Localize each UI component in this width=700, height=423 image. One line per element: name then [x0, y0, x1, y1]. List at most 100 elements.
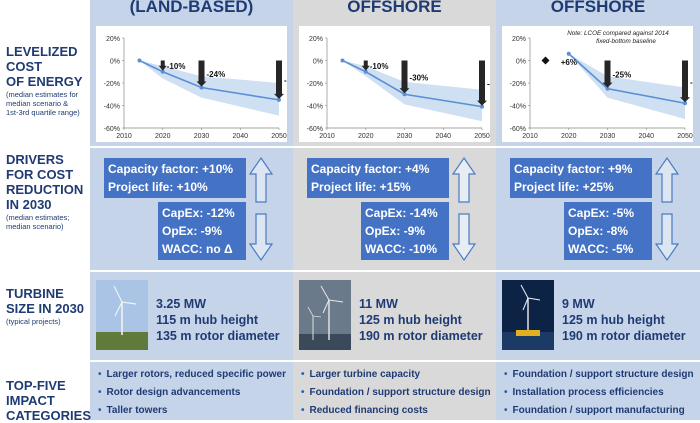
median-series-line: [342, 59, 483, 108]
drivers-bottom-box: CapEx: -5% OpEx: -8% WACC: -5%: [564, 202, 652, 260]
column-header-fixed-offshore: OFFSHORE: [347, 0, 442, 16]
driver-line: Capacity factor: +10%: [108, 162, 234, 176]
impact-list-fixed-offshore: • Larger turbine capacity • Foundation / s…: [301, 369, 491, 417]
bullet-icon: •: [504, 369, 508, 380]
row-title-line: TOP-FIVE: [6, 378, 66, 393]
x-tick-label: 2030: [397, 133, 413, 140]
lcoe-chart-land: 20% 0% -20% -40% -60% 2010 2020 2030 2040 2050 -10…: [96, 26, 287, 142]
drivers-top-box: Capacity factor: +10% Project life: +10%: [104, 158, 246, 198]
data-point: [566, 51, 571, 56]
bullet-icon: •: [301, 387, 305, 398]
column-header-land: (LAND-BASED): [129, 0, 254, 16]
reduction-arrow: [361, 60, 370, 71]
drivers-top-box: Capacity factor: +9% Project life: +25%: [510, 158, 652, 198]
y-tick-label: 20%: [106, 36, 120, 43]
lcoe-chart-svg: 20% 0% -20% -40% -60%2010 2020 2030 2040 2050 -10…: [104, 36, 287, 140]
reduction-arrow: [477, 60, 487, 106]
row-title-line: OF ENERGY: [6, 74, 83, 89]
lcoe-chart-svg: 20% 0% -20% -40% -60%2010 2020 2030 2040 2050 +6%…: [510, 30, 693, 140]
x-tick-label: 2040: [638, 133, 654, 140]
row-title-line: REDUCTION: [6, 182, 84, 197]
y-tick-label: 20%: [309, 36, 323, 43]
bullet-icon: •: [504, 387, 508, 398]
turbine-specs-floating-offshore: 9 MW 125 m hub height 190 m rotor diamet…: [562, 296, 686, 344]
driver-line: Capacity factor: +9%: [514, 162, 633, 176]
baseline-marker: [541, 56, 550, 65]
row-title-line: IMPACT: [6, 393, 55, 408]
drivers-bottom-box: CapEx: -14% OpEx: -9% WACC: -10%: [361, 202, 449, 260]
data-point: [340, 58, 345, 63]
reduction-arrow: [274, 60, 284, 99]
impact-item: Taller towers: [106, 405, 168, 416]
y-tick-label: -60%: [510, 126, 526, 133]
y-tick-label: -60%: [307, 126, 323, 133]
lcoe-chart-svg: 20% 0% -20% -40% -60%2010 2020 2030 2040 2050 -10…: [307, 36, 490, 140]
median-series-line: [139, 59, 280, 101]
impact-item: Foundation / support manufacturing: [512, 405, 685, 416]
driver-line: CapEx: -12%: [162, 206, 235, 220]
impact-item: Reduced financing costs: [309, 405, 428, 416]
x-tick-label: 2030: [600, 133, 616, 140]
row-title-line: IN 2030: [6, 197, 52, 212]
floating-offshore-turbine-photo: [502, 280, 554, 350]
y-tick-label: -40%: [104, 104, 120, 111]
turbine-spec-line: 125 m hub height: [359, 313, 462, 327]
quartile-range-band: [342, 60, 482, 122]
column-header-floating-offshore: OFFSHORE: [550, 0, 646, 16]
drivers-top-box: Capacity factor: +4% Project life: +15%: [307, 158, 449, 198]
y-tick-label: -60%: [104, 126, 120, 133]
turbine-spec-line: 115 m hub height: [156, 313, 259, 327]
row-separator: [0, 146, 700, 148]
annotation-label: -10%: [370, 62, 389, 71]
x-tick-label: 2010: [116, 133, 132, 140]
data-point: [402, 92, 407, 97]
bullet-icon: •: [98, 369, 102, 380]
x-tick-label: 2040: [435, 133, 451, 140]
annotation-label: -35%: [284, 76, 287, 85]
row-label-drivers: DRIVERS FOR COST REDUCTION IN 2030 (medi…: [6, 152, 83, 231]
reduction-arrow: [399, 60, 410, 94]
chart-note: fixed-bottom baseline: [596, 38, 656, 45]
y-tick-label: 0%: [110, 59, 120, 66]
impact-list-land: • Larger rotors, reduced specific power •…: [98, 369, 286, 417]
bullet-icon: •: [98, 387, 102, 398]
data-point: [363, 69, 368, 74]
double-arrow-icon: [654, 156, 680, 262]
turbine-spec-line: 190 m rotor diameter: [359, 329, 483, 343]
x-tick-label: 2020: [155, 133, 171, 140]
x-tick-label: 2020: [358, 133, 374, 140]
x-tick-label: 2050: [677, 133, 693, 140]
double-arrow-icon: [248, 156, 274, 262]
drivers-bottom-box: CapEx: -12% OpEx: -9% WACC: no Δ: [158, 202, 246, 260]
driver-line: Capacity factor: +4%: [311, 162, 430, 176]
turbine-spec-line: 125 m hub height: [562, 313, 665, 327]
row-subtitle-line: 1st-3rd quartile range): [6, 108, 80, 117]
y-tick-label: 0%: [313, 59, 323, 66]
row-title-line: FOR COST: [6, 167, 74, 182]
lcoe-chart-fixed-offshore: 20% 0% -20% -40% -60% 2010 2020 2030 2040 2050 -10…: [299, 26, 490, 142]
x-tick-label: 2050: [474, 133, 490, 140]
bullet-icon: •: [504, 405, 508, 416]
turbine-specs-fixed-offshore: 11 MW 125 m hub height 190 m rotor diame…: [359, 296, 483, 344]
x-tick-label: 2050: [271, 133, 287, 140]
turbine-specs-land: 3.25 MW 115 m hub height 135 m rotor dia…: [156, 296, 280, 344]
y-tick-label: -40%: [510, 104, 526, 111]
data-point: [277, 97, 281, 102]
row-subtitle-line: median scenario &: [6, 99, 69, 108]
y-tick-label: -20%: [510, 81, 526, 88]
bullet-icon: •: [301, 405, 305, 416]
driver-line: WACC: no Δ: [162, 242, 233, 256]
annotation-label: -38%: [690, 78, 693, 87]
y-tick-label: 20%: [512, 36, 526, 43]
row-subtitle-line: median scenario): [6, 222, 64, 231]
x-tick-label: 2020: [561, 133, 577, 140]
row-title-line: CATEGORIES: [6, 408, 91, 423]
annotation-label: -25%: [613, 71, 632, 80]
x-tick-label: 2010: [319, 133, 335, 140]
driver-line: OpEx: -9%: [365, 224, 426, 238]
annotation-label: -30%: [410, 73, 429, 82]
data-point: [480, 104, 484, 109]
row-subtitle-line: (median estimates;: [6, 213, 70, 222]
row-title-line: SIZE IN 2030: [6, 301, 85, 316]
row-separator: [0, 270, 700, 272]
